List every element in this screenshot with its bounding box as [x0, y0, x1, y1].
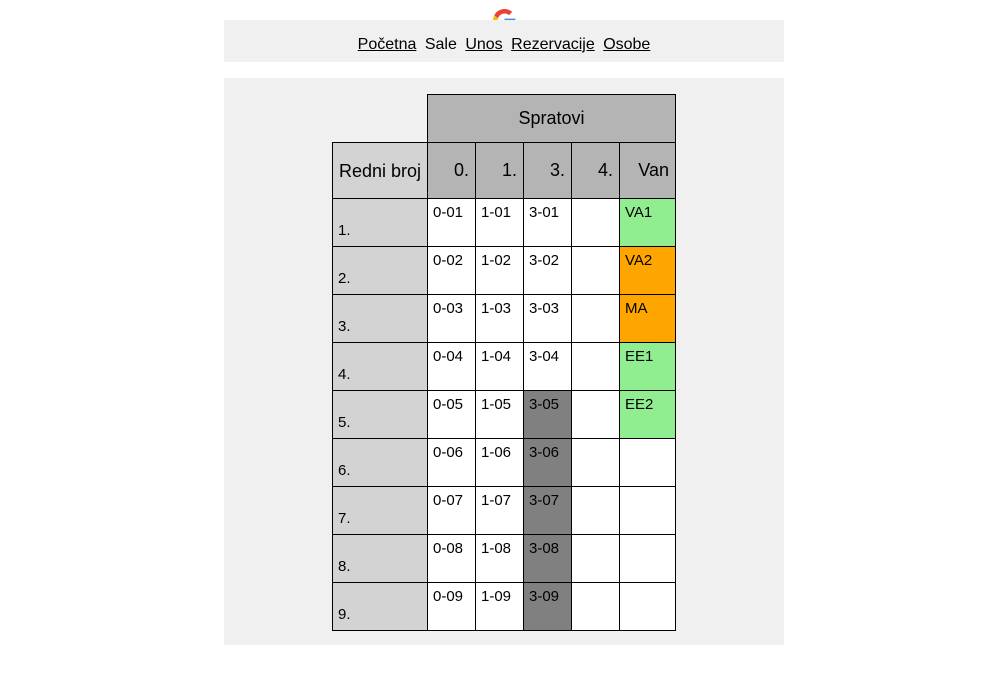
room-cell[interactable]: 3-01 [523, 198, 572, 247]
nav-link-unos[interactable]: Unos [465, 36, 503, 53]
table-row: 8. 0-08 1-08 3-08 [332, 534, 676, 583]
room-cell[interactable] [619, 534, 676, 583]
room-cell[interactable] [571, 294, 620, 343]
table-row: 7. 0-07 1-07 3-07 [332, 486, 676, 535]
room-cell[interactable]: 1-03 [475, 294, 524, 343]
floors-group-header: Spratovi [427, 94, 676, 143]
table-corner [333, 95, 428, 143]
floor-header-3: 3. [523, 142, 572, 199]
table-row: 5. 0-05 1-05 3-05 EE2 [332, 390, 676, 439]
rooms-panel: Spratovi Redni broj 0. 1. 3. 4. Van 1. 0… [224, 78, 784, 645]
room-cell[interactable] [571, 582, 620, 631]
row-number: 1. [332, 198, 428, 247]
row-number: 8. [332, 534, 428, 583]
room-cell[interactable] [571, 390, 620, 439]
floor-header-4: 4. [571, 142, 620, 199]
room-cell-reserved[interactable]: VA2 [619, 246, 676, 295]
table-row: 2. 0-02 1-02 3-02 VA2 [332, 246, 676, 295]
room-cell[interactable] [571, 438, 620, 487]
room-cell[interactable]: 0-07 [427, 486, 476, 535]
room-cell[interactable]: 1-04 [475, 342, 524, 391]
row-number: 3. [332, 294, 428, 343]
room-cell[interactable] [619, 582, 676, 631]
room-cell-available[interactable]: EE2 [619, 390, 676, 439]
room-cell[interactable] [571, 246, 620, 295]
room-cell[interactable] [619, 438, 676, 487]
room-cell[interactable] [571, 534, 620, 583]
row-number: 4. [332, 342, 428, 391]
row-number: 5. [332, 390, 428, 439]
room-cell[interactable]: 0-03 [427, 294, 476, 343]
row-number: 6. [332, 438, 428, 487]
room-cell[interactable]: 1-01 [475, 198, 524, 247]
floor-header-van: Van [619, 142, 676, 199]
room-cell[interactable]: 0-04 [427, 342, 476, 391]
room-cell[interactable]: 0-05 [427, 390, 476, 439]
room-cell[interactable]: 1-09 [475, 582, 524, 631]
room-cell-occupied[interactable]: 3-09 [523, 582, 572, 631]
room-cell[interactable]: 0-01 [427, 198, 476, 247]
table-row: 6. 0-06 1-06 3-06 [332, 438, 676, 487]
room-cell[interactable]: 1-05 [475, 390, 524, 439]
room-cell[interactable]: 0-02 [427, 246, 476, 295]
room-cell-available[interactable]: VA1 [619, 198, 676, 247]
room-cell[interactable] [571, 198, 620, 247]
room-cell[interactable] [571, 342, 620, 391]
row-number: 2. [332, 246, 428, 295]
floor-header-1: 1. [475, 142, 524, 199]
room-cell-occupied[interactable]: 3-05 [523, 390, 572, 439]
floor-header-0: 0. [427, 142, 476, 199]
nav-link-rezervacije[interactable]: Rezervacije [511, 36, 595, 53]
room-cell[interactable]: 0-08 [427, 534, 476, 583]
top-nav-bar: Početna Sale Unos Rezervacije Osobe [224, 20, 784, 62]
room-cell[interactable]: 1-06 [475, 438, 524, 487]
table-row: 3. 0-03 1-03 3-03 MA [332, 294, 676, 343]
room-cell[interactable]: 1-08 [475, 534, 524, 583]
room-cell[interactable]: 3-02 [523, 246, 572, 295]
row-number-header: Redni broj [332, 142, 428, 199]
room-cell-available[interactable]: EE1 [619, 342, 676, 391]
room-cell[interactable]: 0-06 [427, 438, 476, 487]
room-cell-reserved[interactable]: MA [619, 294, 676, 343]
room-cell[interactable]: 1-07 [475, 486, 524, 535]
room-cell[interactable]: 1-02 [475, 246, 524, 295]
table-row: 1. 0-01 1-01 3-01 VA1 [332, 198, 676, 247]
room-cell[interactable] [619, 486, 676, 535]
room-cell-occupied[interactable]: 3-07 [523, 486, 572, 535]
table-row: 9. 0-09 1-09 3-09 [332, 582, 676, 631]
room-cell[interactable]: 3-03 [523, 294, 572, 343]
nav-link-pocetna[interactable]: Početna [357, 36, 417, 53]
row-number: 9. [332, 582, 428, 631]
room-cell[interactable]: 0-09 [427, 582, 476, 631]
rooms-table: Spratovi Redni broj 0. 1. 3. 4. Van 1. 0… [332, 94, 676, 631]
room-cell-occupied[interactable]: 3-06 [523, 438, 572, 487]
table-row: 4. 0-04 1-04 3-04 EE1 [332, 342, 676, 391]
room-cell-occupied[interactable]: 3-08 [523, 534, 572, 583]
nav-item-sale: Sale [424, 36, 457, 53]
row-number: 7. [332, 486, 428, 535]
room-cell[interactable] [571, 486, 620, 535]
nav-links: Početna Sale Unos Rezervacije Osobe [224, 35, 784, 54]
nav-link-osobe[interactable]: Osobe [603, 36, 651, 53]
room-cell[interactable]: 3-04 [523, 342, 572, 391]
